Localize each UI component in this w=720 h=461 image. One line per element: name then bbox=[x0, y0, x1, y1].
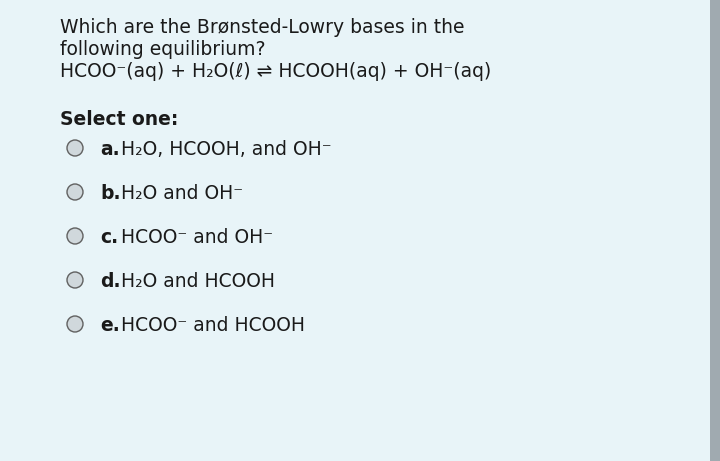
Bar bbox=[710, 0, 720, 461]
Text: c.: c. bbox=[100, 228, 118, 247]
Text: H₂O and HCOOH: H₂O and HCOOH bbox=[115, 272, 275, 291]
Text: d.: d. bbox=[100, 272, 120, 291]
Circle shape bbox=[67, 316, 83, 332]
Text: b.: b. bbox=[100, 184, 120, 203]
Text: following equilibrium?: following equilibrium? bbox=[60, 40, 266, 59]
Text: Which are the Brønsted-Lowry bases in the: Which are the Brønsted-Lowry bases in th… bbox=[60, 18, 464, 37]
Circle shape bbox=[67, 140, 83, 156]
Text: e.: e. bbox=[100, 316, 120, 335]
Text: a.: a. bbox=[100, 140, 120, 159]
Circle shape bbox=[67, 184, 83, 200]
Text: HCOO⁻(aq) + H₂O(ℓ) ⇌ HCOOH(aq) + OH⁻(aq): HCOO⁻(aq) + H₂O(ℓ) ⇌ HCOOH(aq) + OH⁻(aq) bbox=[60, 62, 491, 81]
Text: H₂O and OH⁻: H₂O and OH⁻ bbox=[115, 184, 243, 203]
Text: H₂O, HCOOH, and OH⁻: H₂O, HCOOH, and OH⁻ bbox=[115, 140, 332, 159]
Text: HCOO⁻ and HCOOH: HCOO⁻ and HCOOH bbox=[115, 316, 305, 335]
Text: HCOO⁻ and OH⁻: HCOO⁻ and OH⁻ bbox=[115, 228, 273, 247]
Circle shape bbox=[67, 228, 83, 244]
Text: Select one:: Select one: bbox=[60, 110, 179, 129]
Circle shape bbox=[67, 272, 83, 288]
